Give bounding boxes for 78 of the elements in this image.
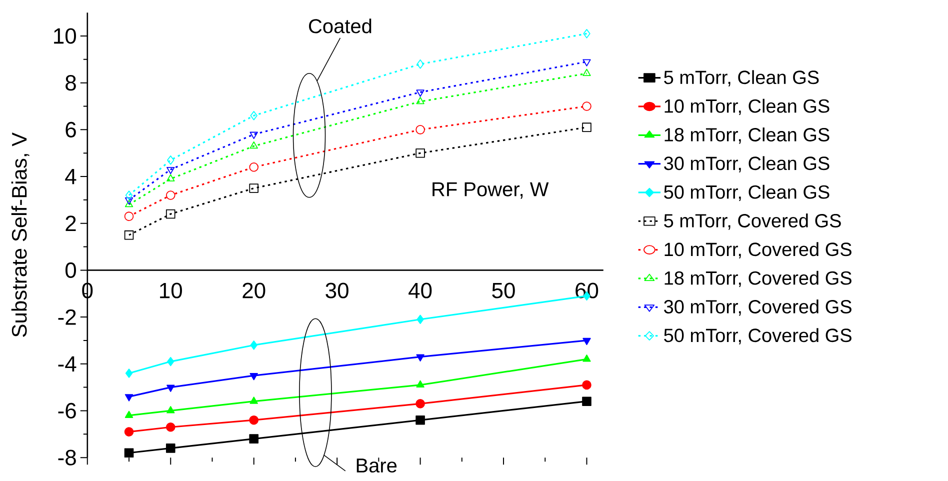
text: Bare [356, 458, 397, 473]
x-tick-label: 30 [326, 282, 348, 298]
point [250, 141, 258, 149]
point [249, 434, 258, 444]
point [582, 396, 592, 406]
point [167, 155, 174, 165]
x-tick-label: 50 [492, 282, 515, 298]
point [167, 356, 174, 366]
point [124, 200, 134, 208]
point [416, 125, 425, 134]
point [124, 394, 134, 402]
point [124, 197, 134, 205]
point [166, 166, 175, 174]
point [124, 448, 134, 458]
point [250, 340, 258, 350]
point [250, 373, 258, 380]
legend-label: 18 mTorr, Covered GS [664, 270, 852, 288]
x-tick-label: 20 [242, 282, 266, 298]
legend-label: 10 mTorr, Covered GS [664, 242, 852, 258]
point [166, 406, 175, 414]
point [416, 399, 425, 408]
point [250, 396, 258, 404]
point [166, 209, 176, 219]
x-tick-label: 10 [160, 282, 182, 298]
point [166, 422, 176, 432]
y-tick-label: -4 [58, 356, 76, 372]
legend-label: 30 mTorr, Covered GS [664, 300, 852, 316]
point [124, 427, 134, 436]
point [166, 190, 176, 200]
point [124, 212, 134, 221]
point [582, 380, 592, 390]
x-tick-label: 40 [408, 282, 432, 298]
point [416, 96, 424, 104]
legend-label: 30 mTorr, Clean GS [664, 156, 830, 172]
point [416, 90, 424, 97]
y-tick-label: 10 [54, 28, 76, 44]
point [582, 59, 591, 66]
y-axis-title: Substrate Self-Bias, V [11, 132, 30, 337]
point [583, 29, 590, 38]
point [416, 314, 424, 324]
annotation: Coated [309, 18, 372, 34]
point [250, 110, 258, 120]
y-tick-label: 4 [65, 168, 76, 184]
point [416, 415, 425, 425]
point [124, 230, 134, 240]
point [125, 190, 133, 200]
point [582, 354, 591, 362]
x-axis-title: RF Power, W [432, 182, 549, 199]
point [249, 162, 258, 172]
point [416, 380, 424, 388]
legend-label: 10 mTorr, Clean GS [664, 98, 830, 116]
point [249, 184, 258, 193]
point [416, 148, 425, 158]
point [125, 368, 133, 378]
point [166, 444, 176, 453]
legend-label: 50 mTorr, Clean GS [664, 184, 830, 202]
y-tick-label: 0 [65, 262, 76, 278]
point [416, 354, 424, 362]
legend-label: 5 mTorr, Covered GS [664, 214, 841, 230]
y-tick-label: -6 [58, 402, 76, 419]
point [249, 415, 258, 425]
point [166, 174, 175, 182]
point [250, 132, 258, 140]
y-tick-label: 6 [66, 122, 76, 138]
point [582, 122, 592, 132]
point [582, 68, 591, 76]
y-tick-label: 8 [66, 75, 76, 91]
point [582, 338, 591, 346]
legend-label: 50 mTorr, Covered GS [664, 328, 852, 344]
legend-label: 5 mTorr, Clean GS [664, 70, 819, 86]
point [416, 59, 424, 69]
y-tick-label: -8 [58, 450, 76, 466]
point [582, 102, 592, 111]
legend-label: 18 mTorr, Clean GS [664, 128, 830, 144]
point [166, 384, 175, 392]
y-tick-label: -2 [58, 309, 76, 325]
point [124, 410, 134, 418]
y-tick-label: 2 [66, 216, 76, 232]
